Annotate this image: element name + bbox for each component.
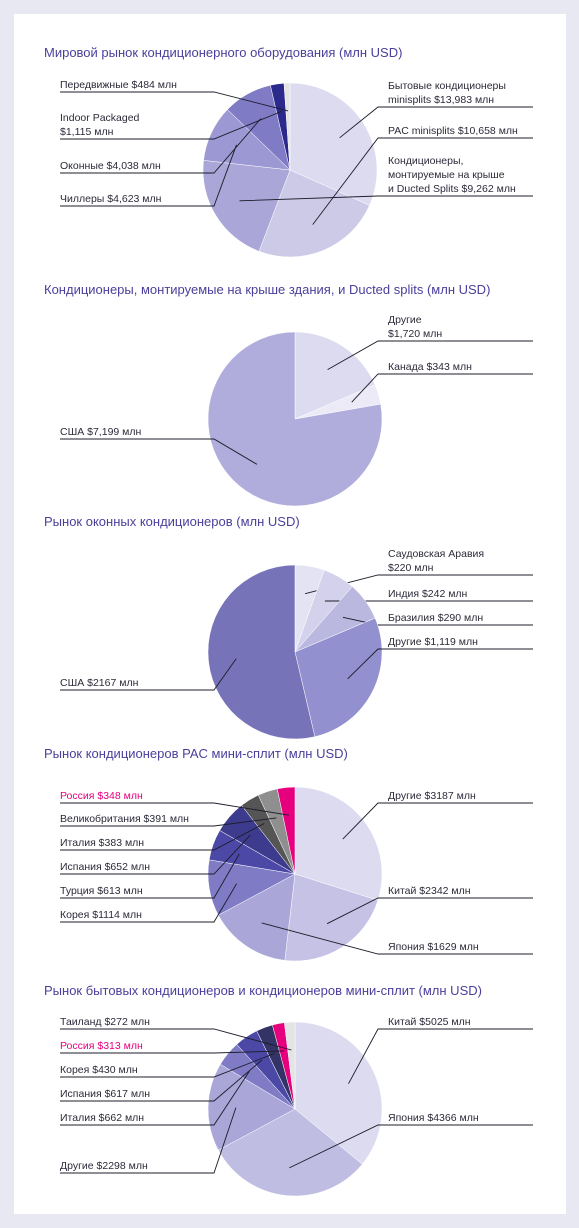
leader-line-бытовые-кондиционеры xyxy=(339,106,533,139)
slice-label-испания-617-млн: Испания $617 млн xyxy=(60,1088,150,1100)
leader-line-бразилия-290-млн xyxy=(342,616,533,626)
slice-label-кондиционеры: Кондиционеры, xyxy=(388,155,463,167)
leader-line-indoor-packaged xyxy=(60,111,282,140)
slice-label-корея-1114-млн: Корея $1114 млн xyxy=(60,909,142,921)
leader-line-другие-1-119-млн xyxy=(347,648,533,680)
slice-label-канада-343-млн: Канада $343 млн xyxy=(388,361,472,373)
slice-label-передвижные-484-млн: Передвижные $484 млн xyxy=(60,79,177,91)
slice-label-испания-652-млн: Испания $652 млн xyxy=(60,861,150,873)
leader-line-корея-1114-млн xyxy=(60,883,237,923)
pie-slice-другие-3187-млн xyxy=(294,786,383,901)
slice-label-италия-662-млн: Италия $662 млн xyxy=(60,1112,144,1124)
slice-label-саудовская-аравия: Саудовская Аравия xyxy=(388,548,484,560)
slice-label-бытовые-кондиционеры: Бытовые кондиционеры xyxy=(388,80,506,92)
pie-charts-canvas: Мировой рынок кондиционерного оборудован… xyxy=(44,45,533,1197)
leader-line-испания-652-млн xyxy=(60,834,251,875)
pie-slice-передвижные-484-млн xyxy=(283,82,291,171)
leader-line-pac-minisplits-10-658-млн xyxy=(312,137,533,225)
slice-label-сша-7-199-млн: США $7,199 млн xyxy=(60,426,142,438)
leader-line-китай-5025-млн xyxy=(348,1028,533,1084)
slice-label-япония-4366-млн: Япония $4366 млн xyxy=(388,1112,479,1124)
pie-slice-япония-1629-млн xyxy=(218,873,296,961)
leader-line-италия-662-млн xyxy=(60,1071,250,1126)
pie-chart-1: Мировой рынок кондиционерного оборудован… xyxy=(44,45,533,258)
slice-label-великобритания-391-млн: Великобритания $391 млн xyxy=(60,813,189,825)
slice-label-бытовые-кондиционеры-line2: minisplits $13,983 млн xyxy=(388,94,494,106)
pie-chart-2: Кондиционеры, монтируемые на крыше здани… xyxy=(44,282,533,507)
pie-chart-5: Рынок бытовых кондиционеров и кондиционе… xyxy=(44,983,533,1197)
pie-chart-4: Рынок кондиционеров PAC мини-сплит (млн … xyxy=(44,746,533,962)
leader-line-другие-2298-млн xyxy=(60,1107,237,1174)
slice-label-другие-3187-млн: Другие $3187 млн xyxy=(388,790,476,802)
slice-label-россия-348-млн: Россия $348 млн xyxy=(60,790,143,802)
leader-line-кондиционеры xyxy=(239,195,533,202)
slice-label-саудовская-аравия-line2: $220 млн xyxy=(388,562,434,574)
slice-label-бразилия-290-млн: Бразилия $290 млн xyxy=(388,612,483,624)
slice-label-другие-1-119-млн: Другие $1,119 млн xyxy=(388,636,478,648)
slice-label-другие: Другие xyxy=(388,314,422,326)
leader-line-япония-1629-млн xyxy=(261,922,533,955)
pie-slice-сша-2167-млн xyxy=(207,564,316,740)
slice-label-чиллеры-4-623-млн: Чиллеры $4,623 млн xyxy=(60,193,162,205)
slice-label-сша-2167-млн: США $2167 млн xyxy=(60,677,139,689)
leader-line-турция-613-млн xyxy=(60,853,240,899)
slice-label-indoor-packaged-line2: $1,115 млн xyxy=(60,126,114,138)
leader-line-оконные-4-038-млн xyxy=(60,118,262,174)
leader-line-таиланд-272-млн xyxy=(60,1028,292,1051)
chart-title: Мировой рынок кондиционерного оборудован… xyxy=(44,45,402,60)
leader-line-передвижные-484-млн xyxy=(60,91,289,112)
slice-label-турция-613-млн: Турция $613 млн xyxy=(60,885,143,897)
pie-slice-другие-2298-млн xyxy=(207,1063,296,1151)
leader-line-сша-7-199-млн xyxy=(60,438,258,465)
pie-chart-3: Рынок оконных кондиционеров (млн USD) Сау… xyxy=(44,514,533,740)
pie-slice-кондиционеры xyxy=(202,160,291,252)
pie-slice-pac-minisplits-10-658-млн xyxy=(258,169,370,258)
chart-title: Рынок оконных кондиционеров (млн USD) xyxy=(44,514,300,529)
leader-line-россия-348-млн xyxy=(60,802,289,816)
leader-line-канада-343-млн xyxy=(351,373,533,403)
leader-line-испания-617-млн xyxy=(60,1059,263,1102)
infographic-page: Мировой рынок кондиционерного оборудован… xyxy=(14,14,566,1214)
slice-label-индия-242-млн: Индия $242 млн xyxy=(388,588,468,600)
slice-label-китай-2342-млн: Китай $2342 млн xyxy=(388,885,471,897)
pie-slice-другие-1-119-млн xyxy=(294,617,383,738)
slice-label-pac-minisplits-10-658-млн: PAC minisplits $10,658 млн xyxy=(388,125,518,137)
leader-line-чиллеры-4-623-млн xyxy=(60,144,237,207)
slice-label-оконные-4-038-млн: Оконные $4,038 млн xyxy=(60,160,161,172)
slice-label-другие-2298-млн: Другие $2298 млн xyxy=(60,1160,148,1172)
chart-title: Кондиционеры, монтируемые на крыше здани… xyxy=(44,282,490,297)
leader-line-япония-4366-млн xyxy=(289,1124,533,1169)
leader-line-россия-313-млн xyxy=(60,1050,284,1054)
slice-label-indoor-packaged: Indoor Packaged xyxy=(60,112,140,124)
slice-label-италия-383-млн: Италия $383 млн xyxy=(60,837,144,849)
slice-label-китай-5025-млн: Китай $5025 млн xyxy=(388,1016,471,1028)
slice-label-кондиционеры-line2: монтируемые на крыше xyxy=(388,169,505,181)
slice-label-корея-430-млн: Корея $430 млн xyxy=(60,1064,138,1076)
leader-line-другие-3187-млн xyxy=(342,802,533,840)
leader-line-китай-2342-млн xyxy=(326,897,533,925)
slice-label-другие-line2: $1,720 млн xyxy=(388,328,442,340)
slice-label-япония-1629-млн: Япония $1629 млн xyxy=(388,941,479,953)
pie-slice-китай-2342-млн xyxy=(284,873,379,962)
chart-title: Рынок кондиционеров PAC мини-сплит (млн … xyxy=(44,746,348,761)
pie-slice-китай-5025-млн xyxy=(294,1021,383,1165)
slice-label-россия-313-млн: Россия $313 млн xyxy=(60,1040,143,1052)
chart-title: Рынок бытовых кондиционеров и кондиционе… xyxy=(44,983,482,998)
pie-slice-россия-348-млн xyxy=(276,786,296,875)
pie-slice-сша-7-199-млн xyxy=(207,331,383,507)
leader-line-другие xyxy=(327,340,533,370)
leader-line-великобритания-391-млн xyxy=(60,817,277,827)
leader-line-италия-383-млн xyxy=(60,823,265,851)
slice-label-таиланд-272-млн: Таиланд $272 млн xyxy=(60,1016,150,1028)
pie-slice-бытовые-кондиционеры xyxy=(289,82,378,206)
leader-line-корея-430-млн xyxy=(60,1053,275,1078)
pie-slice-другие xyxy=(294,331,376,420)
leader-line-сша-2167-млн xyxy=(60,658,237,691)
pie-slice-япония-4366-млн xyxy=(218,1108,363,1197)
slice-label-кондиционеры-line3: и Ducted Splits $9,262 млн xyxy=(388,183,516,195)
pie-slice-таиланд-272-млн xyxy=(284,1021,296,1110)
